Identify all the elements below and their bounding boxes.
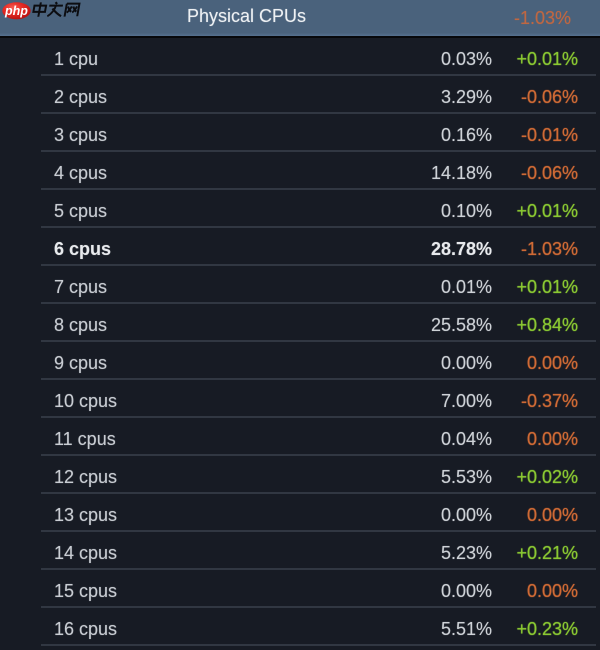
svg-text:php: php	[4, 4, 28, 18]
